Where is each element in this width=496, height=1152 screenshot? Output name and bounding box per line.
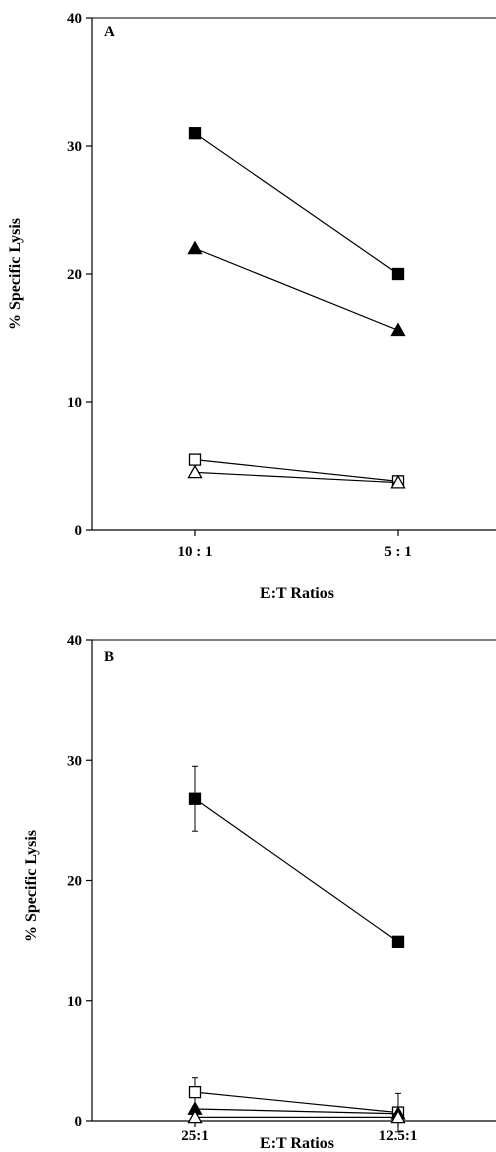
data-point-open-triangle [187, 1109, 203, 1124]
y-tick-label: 30 [67, 753, 82, 769]
data-point-open-triangle [390, 474, 406, 489]
data-point-open-triangle [390, 1109, 406, 1124]
y-tick-label: 0 [75, 523, 83, 539]
panel-b: B % Specific Lysis E:T Ratios 010203040 … [23, 633, 496, 1152]
series-line [194, 459, 399, 482]
data-point-filled-triangle [390, 322, 406, 337]
y-ticks: 0 10 20 30 40 [67, 11, 92, 539]
series-line [194, 1091, 399, 1114]
x-tick-label: 5 : 1 [384, 544, 412, 560]
data-point-filled-square [391, 267, 405, 281]
panel-label: B [104, 649, 114, 665]
panel-a: A % Specific Lysis E:T Ratios 010203040 … [7, 11, 496, 602]
data-point-filled-square [188, 127, 202, 140]
series-marks [187, 765, 406, 1133]
data-point-filled-triangle [187, 240, 203, 255]
y-tick-label: 20 [67, 874, 82, 890]
x-tick-label: 25:1 [181, 1128, 209, 1144]
y-axis-title: % Specific Lysis [23, 830, 40, 942]
y-tick-label: 40 [67, 11, 82, 27]
series-line [194, 471, 399, 484]
y-tick-label: 20 [67, 267, 82, 283]
x-axis-title: E:T Ratios [260, 1135, 334, 1152]
y-tick-label: 0 [75, 1114, 83, 1130]
data-point-open-square [188, 453, 202, 466]
panel-label: A [104, 24, 115, 40]
series-line [194, 1108, 399, 1115]
data-point-open-square [188, 1085, 202, 1099]
series-marks [187, 127, 406, 489]
x-ticks: 10 : 1 5 : 1 [178, 530, 412, 560]
y-tick-label: 40 [67, 633, 82, 649]
x-tick-label: 10 : 1 [178, 544, 213, 560]
x-axis-title: E:T Ratios [260, 585, 334, 602]
y-axis-title: % Specific Lysis [7, 218, 24, 330]
series-line [194, 132, 399, 275]
y-tick-label: 30 [67, 139, 82, 155]
y-tick-label: 10 [67, 994, 82, 1010]
y-ticks: 0 10 20 30 40 [67, 633, 92, 1130]
y-tick-label: 10 [67, 395, 82, 411]
data-point-filled-square [188, 792, 202, 805]
x-tick-label: 12.5:1 [379, 1128, 418, 1144]
x-ticks: 25:1 12.5:1 [181, 1121, 417, 1144]
data-point-filled-square [391, 935, 405, 948]
series-line [194, 247, 399, 331]
data-point-open-triangle [187, 464, 203, 479]
series-line [194, 798, 399, 943]
